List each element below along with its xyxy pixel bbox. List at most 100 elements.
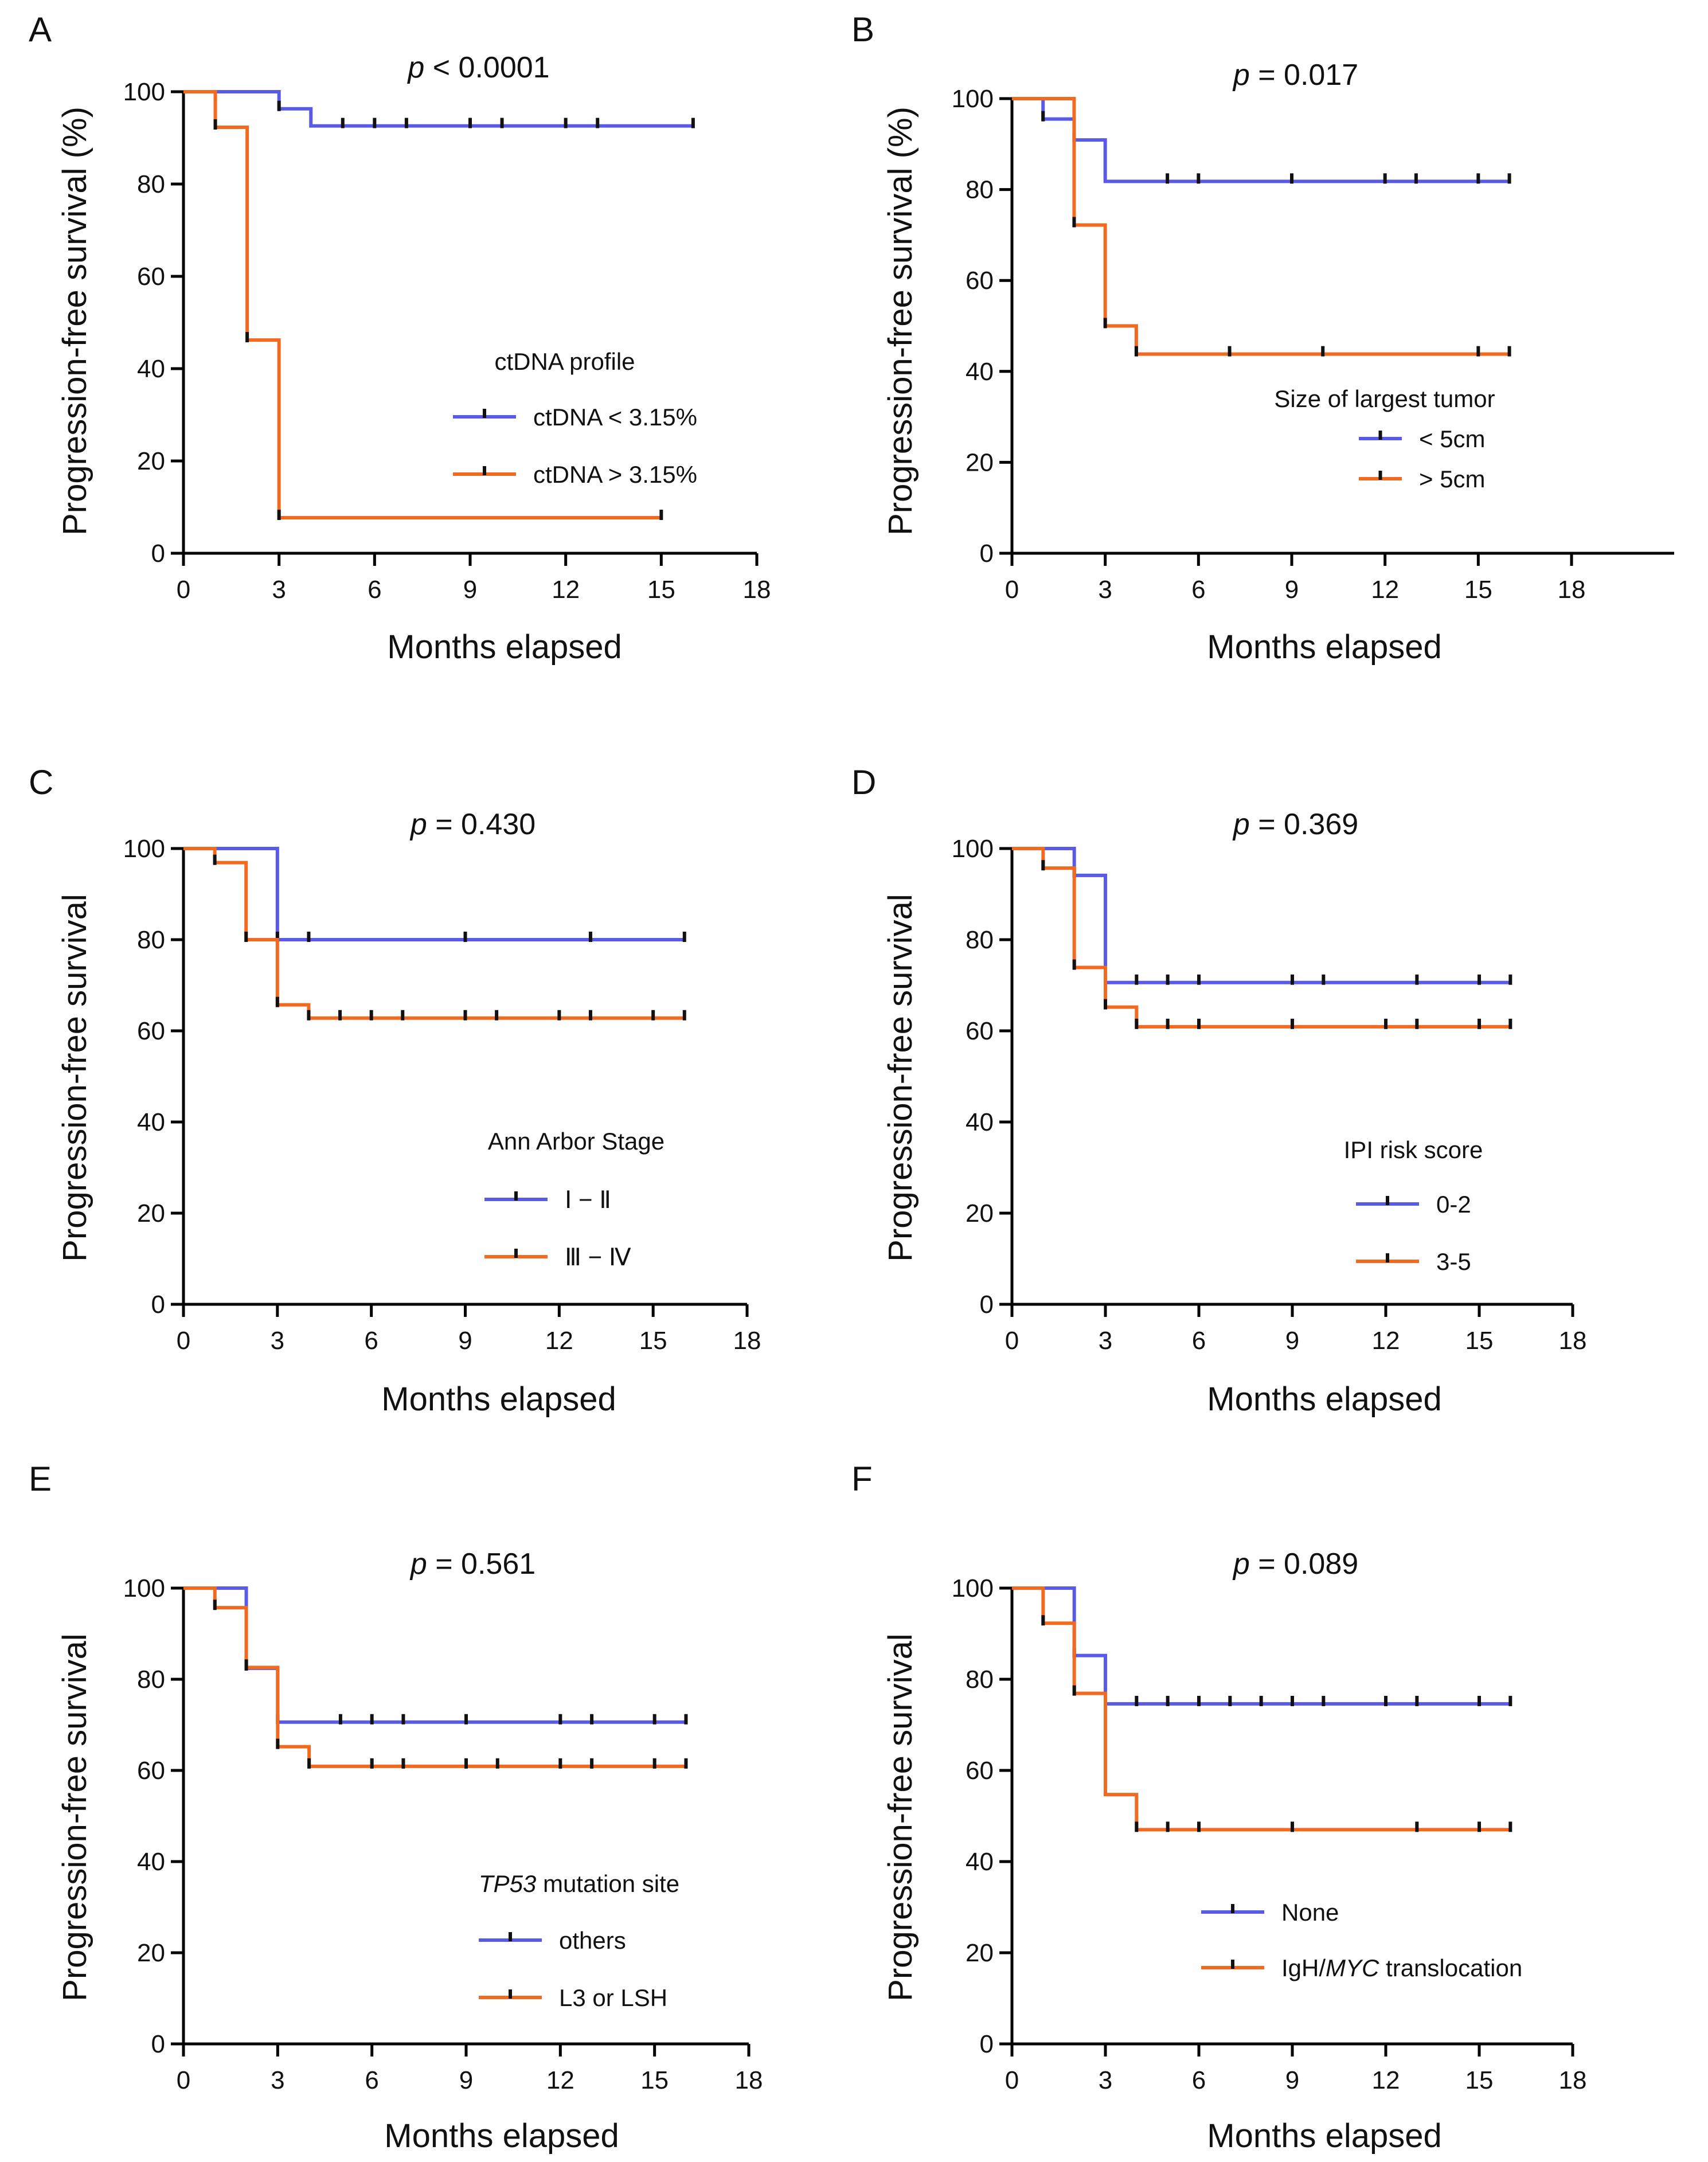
series-line-2 — [183, 1586, 686, 1768]
chart-panel-f: F 0 20 40 60 80 100 0 3 6 9 12 15 18 Months elapsed Pro… — [851, 1460, 1586, 2155]
y-tick-label: 40 — [137, 355, 165, 383]
x-axis-title: Months elapsed — [387, 628, 622, 666]
p-value: p = 0.369 — [1232, 808, 1358, 841]
x-tick-label: 3 — [271, 2066, 284, 2094]
chart-panel-e: E 0 20 40 60 80 100 0 3 6 9 12 15 18 Months elapsed Pro… — [29, 1460, 763, 2155]
chart-panel-a: A 0 20 40 60 80 100 0 3 6 9 12 15 18 Months elapsed Pro… — [29, 10, 771, 666]
x-axis-title: Months elapsed — [1207, 1381, 1441, 1418]
legend-title: TP53 mutation site — [479, 1870, 679, 1897]
x-tick-label: 0 — [177, 1327, 190, 1355]
p-value-text: = 0.369 — [1250, 808, 1358, 841]
x-tick-label: 9 — [1285, 2066, 1299, 2094]
y-tick-label: 0 — [980, 1291, 994, 1319]
x-tick-label: 9 — [459, 2066, 473, 2094]
y-tick-label: 60 — [137, 263, 165, 291]
legend-label-1: < 5cm — [1419, 425, 1486, 452]
legend-title-italic: TP53 — [479, 1870, 536, 1897]
y-tick-label: 60 — [966, 267, 994, 295]
y-tick-label: 100 — [123, 78, 165, 106]
series-line-1 — [1012, 1586, 1511, 1706]
panel-letter: C — [29, 763, 53, 802]
p-symbol: p — [1232, 808, 1250, 841]
x-tick-label: 18 — [1559, 1327, 1587, 1355]
p-value: p < 0.0001 — [407, 51, 549, 84]
y-tick-label: 80 — [966, 1666, 994, 1694]
legend-label-2: IgH/MYC translocation — [1281, 1954, 1522, 1981]
y-tick-label: 40 — [137, 1108, 165, 1136]
legend-label-1: Ⅰ − Ⅱ — [565, 1186, 611, 1213]
y-axis-title: Progression-free survival — [56, 1633, 93, 2001]
series-line-2 — [183, 847, 685, 1020]
series-line-2 — [183, 90, 662, 520]
series-line-2 — [1012, 97, 1510, 356]
x-axis-title: Months elapsed — [1207, 2117, 1441, 2155]
panel-letter: A — [29, 10, 52, 49]
p-symbol: p — [409, 808, 427, 841]
x-axis-title: Months elapsed — [384, 2117, 619, 2155]
panel-letter: F — [851, 1460, 873, 1498]
legend-title: IPI risk score — [1344, 1136, 1483, 1163]
p-symbol: p — [409, 1547, 427, 1581]
legend-label-2: ctDNA > 3.15% — [533, 461, 697, 488]
x-axis-title: Months elapsed — [1207, 628, 1441, 666]
y-tick-label: 100 — [952, 1574, 994, 1602]
x-tick-label: 3 — [1098, 576, 1112, 604]
y-tick-label: 20 — [137, 1939, 165, 1967]
x-tick-label: 12 — [1371, 576, 1399, 604]
y-tick-label: 80 — [137, 1666, 165, 1694]
y-tick-label: 20 — [966, 448, 994, 476]
x-tick-label: 9 — [1285, 576, 1299, 604]
x-tick-label: 0 — [177, 2066, 190, 2094]
legend-label-1: 0-2 — [1436, 1191, 1471, 1218]
x-tick-label: 6 — [364, 1327, 378, 1355]
x-tick-label: 3 — [1099, 1327, 1112, 1355]
p-value: p = 0.017 — [1232, 58, 1358, 92]
y-tick-label: 20 — [137, 447, 165, 475]
y-tick-label: 60 — [137, 1757, 165, 1785]
y-tick-label: 40 — [966, 358, 994, 386]
y-tick-label: 80 — [966, 176, 994, 204]
legend-label-1: ctDNA < 3.15% — [533, 404, 697, 431]
series-line-1 — [183, 1586, 686, 1724]
y-axis-title: Progression-free survival — [882, 894, 919, 1261]
series-line-1 — [1012, 97, 1510, 183]
x-tick-label: 15 — [1465, 1327, 1494, 1355]
y-tick-label: 20 — [137, 1199, 165, 1227]
x-tick-label: 12 — [552, 576, 580, 604]
series-line-1 — [183, 847, 685, 941]
series-line-2 — [1012, 847, 1511, 1029]
p-symbol: p — [407, 51, 424, 84]
x-tick-label: 6 — [1191, 576, 1205, 604]
x-tick-label: 12 — [1372, 2066, 1400, 2094]
y-tick-label: 40 — [966, 1848, 994, 1876]
p-value-text: = 0.089 — [1250, 1547, 1358, 1581]
chart-panel-c: C 0 20 40 60 80 100 0 3 6 9 12 15 18 Months elapsed Pro… — [29, 763, 761, 1418]
x-tick-label: 18 — [733, 1327, 761, 1355]
legend-label-1: others — [559, 1927, 626, 1954]
y-tick-label: 100 — [123, 835, 165, 863]
x-tick-label: 0 — [1005, 2066, 1019, 2094]
y-tick-label: 60 — [137, 1017, 165, 1045]
x-tick-label: 12 — [546, 2066, 574, 2094]
x-tick-label: 15 — [639, 1327, 667, 1355]
p-value: p = 0.089 — [1232, 1547, 1358, 1581]
y-tick-label: 60 — [966, 1017, 994, 1045]
y-tick-label: 0 — [151, 1291, 165, 1319]
y-tick-label: 20 — [966, 1199, 994, 1227]
x-tick-label: 0 — [1005, 576, 1019, 604]
x-tick-label: 3 — [272, 576, 286, 604]
p-value: p = 0.430 — [409, 808, 536, 841]
p-value-text: = 0.430 — [427, 808, 536, 841]
x-axis-title: Months elapsed — [381, 1381, 616, 1418]
y-tick-label: 80 — [966, 926, 994, 954]
x-tick-label: 18 — [743, 576, 771, 604]
x-tick-label: 15 — [1465, 2066, 1494, 2094]
p-value: p = 0.561 — [409, 1547, 536, 1581]
y-tick-label: 0 — [980, 2030, 994, 2058]
p-value-text: = 0.561 — [427, 1547, 536, 1581]
y-tick-label: 100 — [952, 85, 994, 113]
legend-title-text: ctDNA profile — [494, 348, 635, 375]
x-tick-label: 9 — [458, 1327, 472, 1355]
legend-title-text: Size of largest tumor — [1274, 385, 1495, 412]
series-line-2 — [1012, 1586, 1511, 1832]
